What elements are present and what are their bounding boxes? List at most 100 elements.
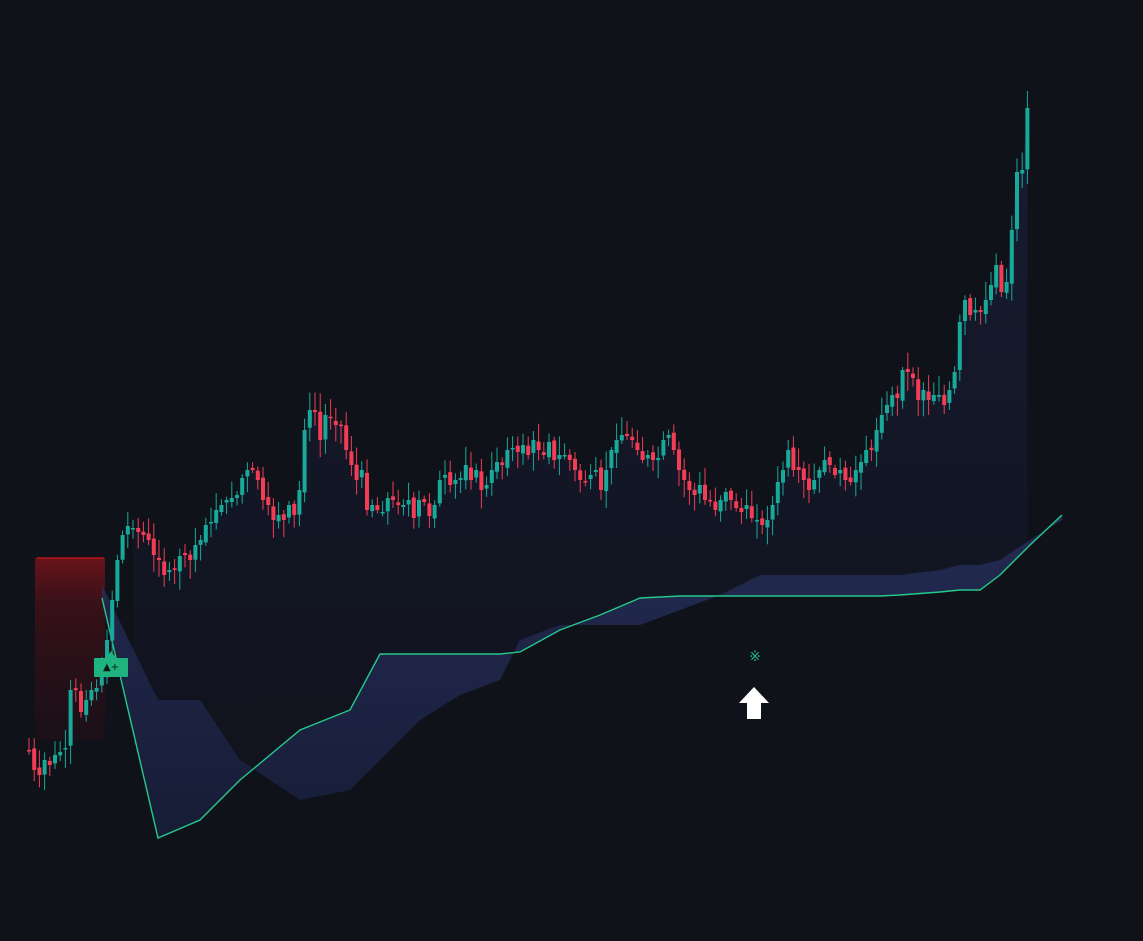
candle [68,679,73,765]
candle-body [619,435,624,441]
candle-body [453,480,458,485]
candle-body [141,531,146,535]
candle-body [58,752,63,756]
candle-body [469,467,473,480]
candle [583,470,588,487]
candle [625,421,629,441]
candle-body [562,455,567,457]
candle [162,548,167,587]
buy-signal-badge[interactable]: ▲+ [94,651,128,677]
candle-body [879,415,884,433]
candle [947,381,952,410]
candle-body [354,464,359,480]
candle [489,452,494,496]
candle [1009,215,1014,301]
candle-body [63,748,68,750]
candle [136,517,141,549]
candle-body [84,700,89,715]
candle [276,501,281,529]
candle [677,441,681,487]
candle [931,382,936,405]
candle-body [661,440,666,456]
candle [505,437,510,477]
candle [443,460,447,495]
candle-body [229,498,234,502]
candle [656,446,661,479]
candle [183,544,187,568]
signal-badge-shape [94,651,128,677]
candle [271,498,276,538]
candle-body [905,368,910,372]
candle [718,495,723,522]
candle-body [79,691,83,712]
candle-body [775,482,780,504]
candle-body [952,372,957,389]
candle-body [729,490,733,500]
candle-body [853,470,858,483]
candle-body [422,498,427,502]
candle-body [172,568,177,570]
candle-body [838,470,843,474]
candle-body [396,502,401,505]
candle-body [292,503,297,515]
candle [313,392,317,426]
candle [463,446,468,490]
candle [911,367,915,387]
candle [822,446,827,476]
candle-body [552,440,557,460]
candle-body [495,462,499,472]
candle-body [755,520,759,522]
candle-body [744,505,749,510]
candle-shadow-area [133,108,1028,800]
candle [141,521,146,543]
candle-body [370,505,375,512]
candle [687,472,692,505]
candle-body [942,394,947,405]
candle-body [209,522,213,524]
candle [916,367,921,417]
candle-body [183,553,187,555]
candle-body [32,748,37,770]
candle-body [328,416,333,419]
candle [281,509,286,538]
candle-body [573,458,577,470]
candle [448,460,453,493]
candle-body [318,411,323,440]
candle [573,451,577,482]
candle-body [136,527,141,532]
candle [895,385,900,416]
candle-body [723,492,728,502]
candle-body [692,489,697,495]
candle-body [68,690,73,746]
candle [952,366,957,394]
candle [973,297,978,321]
candle-body [588,475,593,480]
candle-body [677,449,681,470]
candle-body [94,688,99,692]
candle [110,590,115,656]
candle [567,449,572,471]
candle [250,462,255,474]
candle [515,436,520,469]
candle-body [760,518,765,525]
candle-body [786,450,791,468]
candle-body [240,478,245,495]
candle-body [651,452,655,460]
candle-body [99,675,104,686]
candle-body [739,507,744,512]
candle-body [146,533,151,540]
candle-body [963,300,967,322]
candle [495,447,499,480]
candle [885,391,889,421]
candle-body [458,478,463,480]
candle [547,433,551,465]
candle-body [531,440,536,453]
candle-body [614,440,619,453]
candle [458,471,463,493]
candle-body [1020,170,1025,174]
candle [848,466,853,486]
candle [391,481,395,508]
candle [697,472,702,504]
candle [651,445,655,471]
